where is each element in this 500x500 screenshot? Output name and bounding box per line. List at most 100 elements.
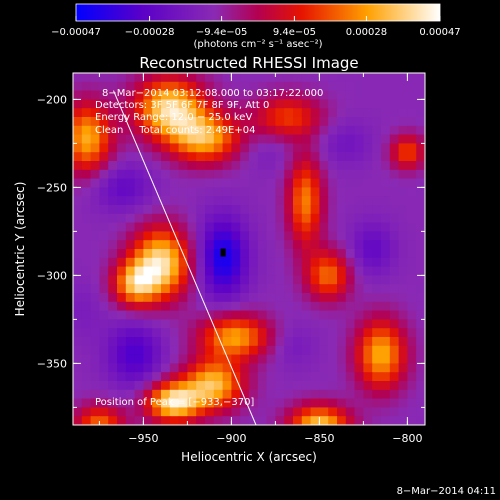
heatmap-cell	[90, 381, 100, 391]
heatmap-cell	[125, 407, 136, 417]
heatmap-cell	[293, 354, 303, 364]
heatmap-cell	[222, 169, 232, 180]
heatmap-cell	[293, 196, 303, 206]
heatmap-cell	[134, 222, 144, 232]
heatmap-cell	[178, 372, 188, 382]
heatmap-cell	[108, 266, 118, 276]
heatmap-cell	[196, 161, 206, 171]
heatmap-cell	[293, 407, 303, 417]
heatmap-cell	[398, 416, 408, 425]
heatmap-cell	[134, 161, 144, 171]
heatmap-cell	[117, 381, 127, 391]
heatmap-cell	[416, 134, 425, 144]
heatmap-cell	[178, 284, 188, 294]
heatmap-cell	[266, 231, 276, 241]
heatmap-cell	[81, 90, 92, 100]
heatmap-cell	[319, 143, 329, 153]
heatmap-cell	[301, 178, 312, 188]
heatmap-cell	[284, 143, 294, 153]
heatmap-cell	[161, 143, 171, 153]
heatmap-cell	[328, 337, 338, 347]
heatmap-cell	[90, 231, 100, 241]
heatmap-cell	[99, 169, 109, 180]
heatmap-cell	[257, 284, 268, 294]
heatmap-cell	[90, 407, 100, 417]
heatmap-cell	[389, 416, 400, 425]
heatmap-cell	[187, 240, 197, 250]
heatmap-cell	[152, 266, 162, 276]
heatmap-cell	[354, 81, 364, 92]
heatmap-cell	[363, 187, 373, 197]
heatmap-cell	[372, 328, 382, 338]
heatmap-cell	[310, 99, 320, 109]
heatmap-cell	[319, 310, 329, 320]
heatmap-cell	[363, 81, 373, 92]
heatmap-cell	[301, 398, 312, 408]
heatmap-cell	[337, 301, 347, 312]
heatmap-cell	[310, 178, 320, 188]
heatmap-cell	[178, 108, 188, 118]
heatmap-cell	[319, 363, 329, 373]
heatmap-cell	[407, 398, 417, 408]
heatmap-cell	[416, 205, 425, 215]
heatmap-cell	[222, 152, 232, 162]
heatmap-cell	[73, 416, 83, 425]
heatmap-cell	[372, 187, 382, 197]
heatmap-cell	[231, 275, 241, 285]
heatmap-cell	[310, 73, 320, 83]
heatmap-cell	[337, 196, 347, 206]
heatmap-cell	[354, 319, 364, 329]
heatmap-cell	[108, 125, 118, 136]
heatmap-cell	[381, 90, 391, 100]
heatmap-cell	[284, 196, 294, 206]
heatmap-image	[73, 73, 425, 425]
heatmap-cell	[407, 231, 417, 241]
heatmap-cell	[301, 372, 312, 382]
heatmap-cell	[222, 328, 232, 338]
heatmap-cell	[284, 222, 294, 232]
heatmap-cell	[134, 178, 144, 188]
heatmap-cell	[389, 134, 400, 144]
heatmap-cell	[275, 301, 285, 312]
heatmap-cell	[381, 328, 391, 338]
heatmap-cell	[134, 81, 144, 92]
heatmap-cell	[381, 205, 391, 215]
heatmap-cell	[117, 99, 127, 109]
heatmap-cell	[134, 240, 144, 250]
heatmap-cell	[143, 205, 153, 215]
heatmap-cell	[407, 81, 417, 92]
heatmap-cell	[275, 354, 285, 364]
heatmap-cell	[73, 354, 83, 364]
heatmap-cell	[178, 416, 188, 425]
heatmap-cell	[152, 328, 162, 338]
heatmap-cell	[389, 284, 400, 294]
heatmap-cell	[284, 117, 294, 127]
heatmap-cell	[125, 81, 136, 92]
heatmap-cell	[125, 231, 136, 241]
heatmap-cell	[345, 205, 356, 215]
heatmap-cell	[99, 301, 109, 312]
heatmap-cell	[187, 143, 197, 153]
heatmap-cell	[108, 354, 118, 364]
heatmap-cell	[169, 143, 180, 153]
heatmap-cell	[117, 143, 127, 153]
heatmap-cell	[161, 81, 171, 92]
heatmap-cell	[143, 416, 153, 425]
heatmap-cell	[108, 213, 118, 224]
heatmap-cell	[275, 398, 285, 408]
heatmap-cell	[152, 169, 162, 180]
heatmap-cell	[152, 125, 162, 136]
heatmap-cell	[81, 389, 92, 400]
heatmap-cell	[187, 117, 197, 127]
heatmap-cell	[81, 328, 92, 338]
heatmap-cell	[249, 240, 259, 250]
heatmap-cell	[328, 293, 338, 303]
heatmap-cell	[310, 152, 320, 162]
heatmap-cell	[249, 213, 259, 224]
heatmap-cell	[301, 240, 312, 250]
heatmap-cell	[372, 81, 382, 92]
heatmap-cell	[134, 284, 144, 294]
heatmap-cell	[152, 337, 162, 347]
heatmap-cell	[125, 284, 136, 294]
heatmap-cell	[345, 81, 356, 92]
